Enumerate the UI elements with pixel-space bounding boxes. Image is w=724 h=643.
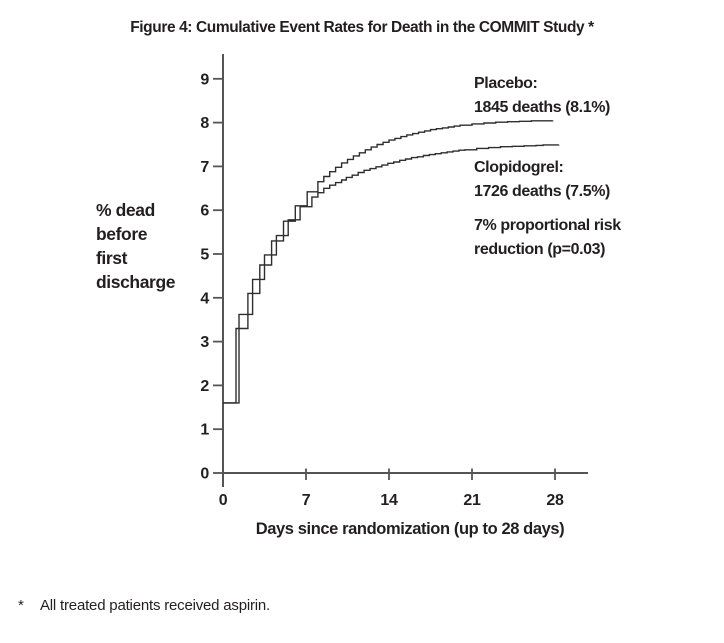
placebo-annotation-name: Placebo: xyxy=(474,75,538,92)
clopidogrel-curve xyxy=(223,144,560,404)
y-tick-label: 2 xyxy=(200,378,209,395)
y-axis-label-line: first xyxy=(96,248,128,268)
clopidogrel-annotation: Clopidogrel: 1726 deaths (7.5%) xyxy=(474,156,610,204)
placebo-annotation: Placebo: 1845 deaths (8.1%) xyxy=(474,72,610,120)
x-tick-label: 28 xyxy=(546,492,564,509)
footnote-marker: * xyxy=(18,597,24,614)
y-axis-label-line: before xyxy=(96,224,148,244)
y-tick-label: 9 xyxy=(200,71,209,88)
placebo-curve xyxy=(223,120,554,404)
risk-reduction-annotation: 7% proportional risk reduction (p=0.03) xyxy=(474,214,621,262)
figure-title: Figure 4: Cumulative Event Rates for Dea… xyxy=(130,19,594,36)
y-tick-label: 6 xyxy=(200,203,209,220)
footnote-text: All treated patients received aspirin. xyxy=(40,597,271,614)
y-tick-label: 5 xyxy=(200,247,209,264)
y-axis-label: % dead before first discharge xyxy=(96,198,175,294)
y-tick-label: 7 xyxy=(200,159,209,176)
x-tick-label: 0 xyxy=(219,492,228,509)
x-axis-label: Days since randomization (up to 28 days) xyxy=(255,520,565,538)
y-tick-label: 3 xyxy=(200,334,209,351)
x-tick-label: 21 xyxy=(463,492,481,509)
clopidogrel-annotation-stats: 1726 deaths (7.5%) xyxy=(474,183,610,200)
placebo-annotation-stats: 1845 deaths (8.1%) xyxy=(474,99,610,116)
risk-reduction-line: 7% proportional risk xyxy=(474,217,621,234)
y-tick-label: 4 xyxy=(200,290,209,307)
y-tick-label: 8 xyxy=(200,115,209,132)
risk-reduction-line: reduction (p=0.03) xyxy=(474,241,606,258)
x-tick-label: 7 xyxy=(302,492,311,509)
x-tick-label: 14 xyxy=(380,492,398,509)
y-tick-label: 1 xyxy=(200,422,209,439)
y-axis-label-line: discharge xyxy=(96,272,176,292)
clopidogrel-annotation-name: Clopidogrel: xyxy=(474,159,564,176)
y-tick-label: 0 xyxy=(200,466,209,483)
y-axis-label-line: % dead xyxy=(96,200,155,220)
